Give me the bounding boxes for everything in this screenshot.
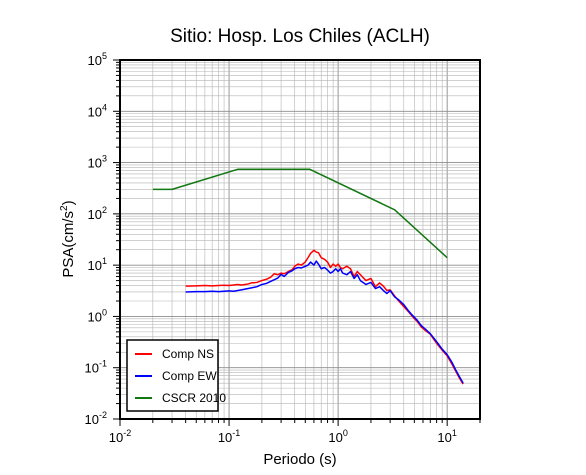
- x-tick-label: 100: [328, 428, 347, 445]
- legend-label: CSCR 2010: [162, 391, 226, 405]
- x-axis-label: Periodo (s): [263, 451, 336, 468]
- y-tick-label: 105: [88, 51, 107, 68]
- plot-frame: [119, 59, 481, 420]
- y-tick-label: 10-2: [85, 410, 107, 427]
- y-tick-label: 10-1: [85, 359, 107, 376]
- x-axis: 10-2 10-1 100 101: [109, 419, 481, 445]
- legend-label: Comp NS: [162, 347, 214, 361]
- series-line-cscr-2010: [152, 168, 448, 259]
- y-axis: 10-2 10-1 100 101 102 103 104 105: [85, 51, 120, 427]
- series-line-comp-ns: [185, 249, 464, 385]
- y-axis-label-sup: 2: [59, 205, 70, 211]
- y-tick-label: 100: [88, 307, 107, 324]
- y-tick-label: 103: [88, 154, 107, 171]
- x-tick-label: 101: [437, 428, 456, 445]
- x-tick-label: 10-2: [109, 428, 131, 445]
- y-tick-label: 102: [88, 205, 107, 222]
- series-lines: [152, 168, 464, 385]
- y-axis-label: PSA(cm/s2): [59, 200, 77, 277]
- y-axis-label-base: PSA(cm/s: [60, 211, 77, 278]
- legend: Comp NS Comp EW CSCR 2010: [126, 339, 226, 412]
- y-axis-label-close: ): [60, 200, 77, 205]
- legend-label: Comp EW: [162, 369, 217, 383]
- y-tick-label: 104: [88, 102, 107, 119]
- x-tick-label: 10-1: [218, 428, 240, 445]
- chart-title: Sitio: Hosp. Los Chiles (ACLH): [170, 26, 430, 47]
- y-tick-label: 101: [88, 256, 107, 273]
- plot-area: [152, 168, 464, 385]
- grid: [120, 60, 480, 419]
- series-line-comp-ew: [185, 260, 464, 384]
- legend-box: [126, 339, 219, 412]
